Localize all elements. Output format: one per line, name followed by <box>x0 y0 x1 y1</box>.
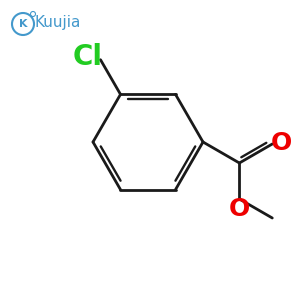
Text: O: O <box>229 197 250 221</box>
Text: K: K <box>19 19 27 29</box>
Text: O: O <box>271 131 292 155</box>
Text: Cl: Cl <box>73 43 103 71</box>
Text: Kuujia: Kuujia <box>35 16 81 31</box>
